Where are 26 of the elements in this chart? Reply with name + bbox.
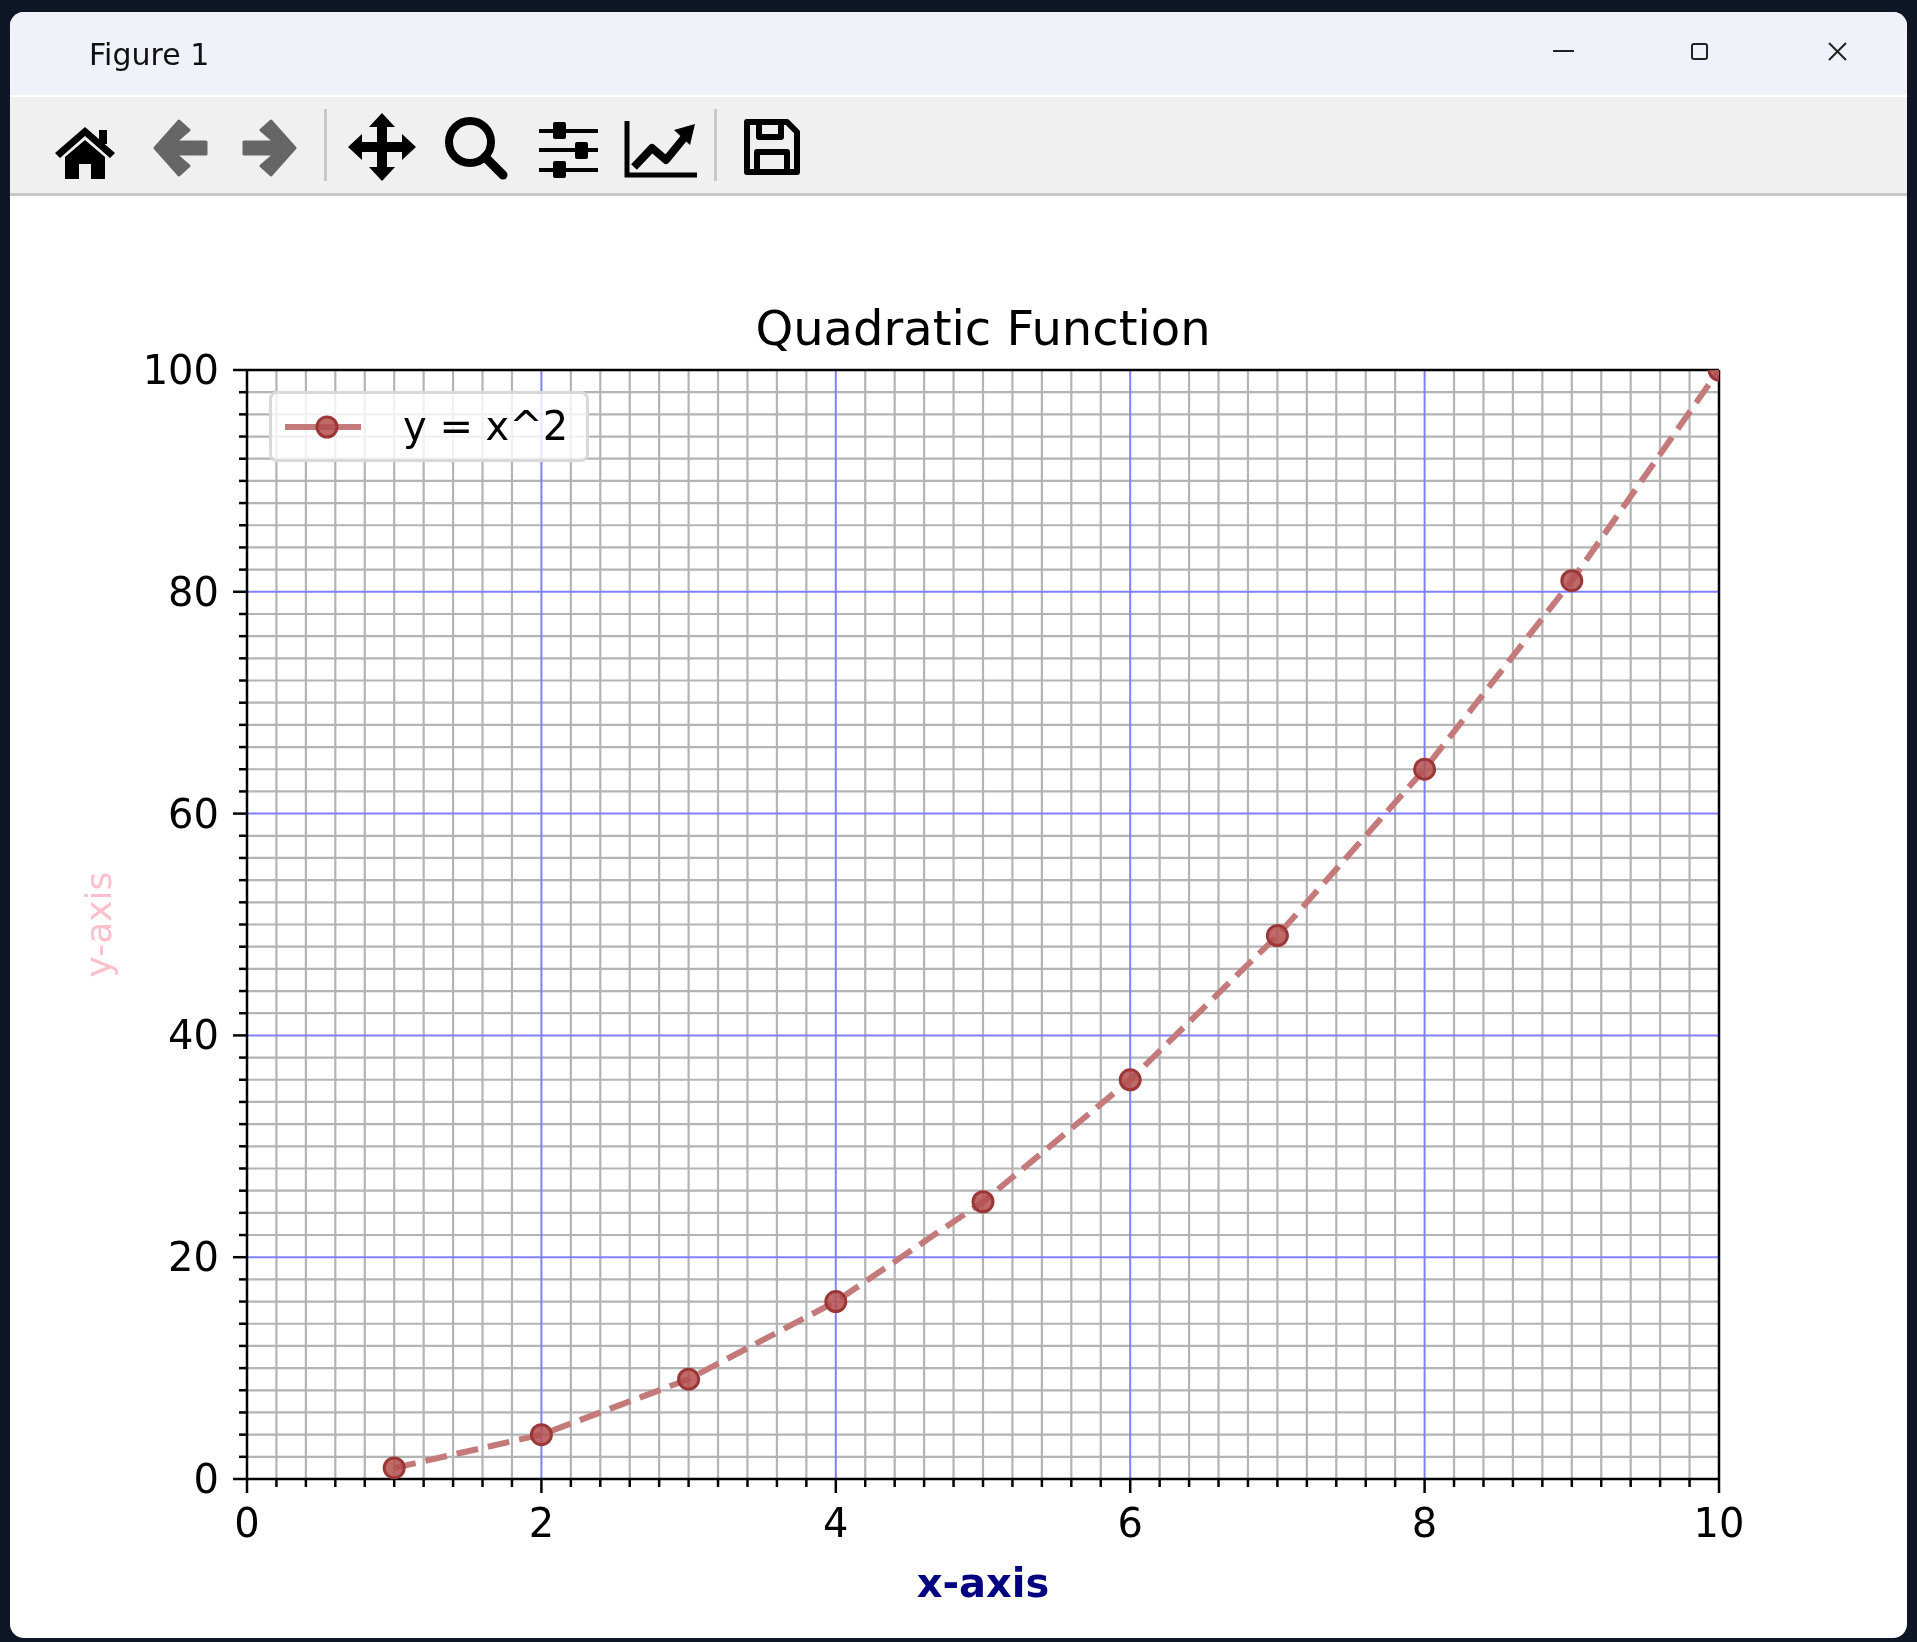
x-tick-label: 4 [823, 1500, 849, 1546]
point [382, 1456, 406, 1479]
point [1413, 757, 1437, 781]
caption: Figure 1 [89, 36, 210, 74]
y-tick-label: 80 [168, 568, 219, 615]
y-axis-title: y-axis [77, 871, 119, 978]
point [1560, 569, 1584, 593]
point [824, 1290, 848, 1314]
x-tick-label: 8 [1411, 1500, 1438, 1546]
chart-title: Quadratic Function [754, 300, 1212, 356]
point [529, 1423, 553, 1447]
legend-label: y = x^2 [403, 402, 569, 451]
x-tick-label: 2 [528, 1500, 555, 1546]
x-tick-label: 0 [234, 1500, 260, 1546]
y-tick-label: 60 [168, 790, 219, 837]
y-tick-label: 0 [193, 1456, 219, 1502]
y-tick-label: 20 [168, 1234, 219, 1281]
point [1118, 1068, 1142, 1092]
x-axis-title: x-axis [916, 1560, 1050, 1606]
y-tick-label: 40 [168, 1012, 219, 1059]
y-tick-label: 100 [142, 347, 219, 393]
point [971, 1190, 995, 1214]
x-tick-label: 6 [1117, 1500, 1143, 1546]
point [677, 1367, 701, 1391]
x-tick-label: 10 [1693, 1500, 1745, 1546]
point [1265, 924, 1289, 948]
